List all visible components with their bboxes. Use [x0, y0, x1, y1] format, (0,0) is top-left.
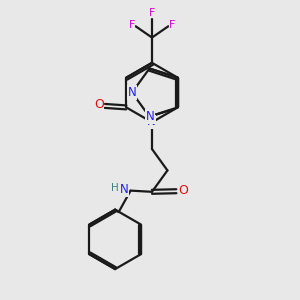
- Text: N: N: [147, 115, 156, 128]
- Text: O: O: [94, 98, 104, 111]
- Text: O: O: [178, 184, 188, 197]
- Text: F: F: [149, 8, 155, 18]
- Text: F: F: [169, 20, 176, 30]
- Text: F: F: [128, 20, 135, 30]
- Text: N: N: [120, 183, 128, 196]
- Text: N: N: [128, 86, 136, 99]
- Text: N: N: [146, 110, 154, 123]
- Text: H: H: [111, 183, 119, 193]
